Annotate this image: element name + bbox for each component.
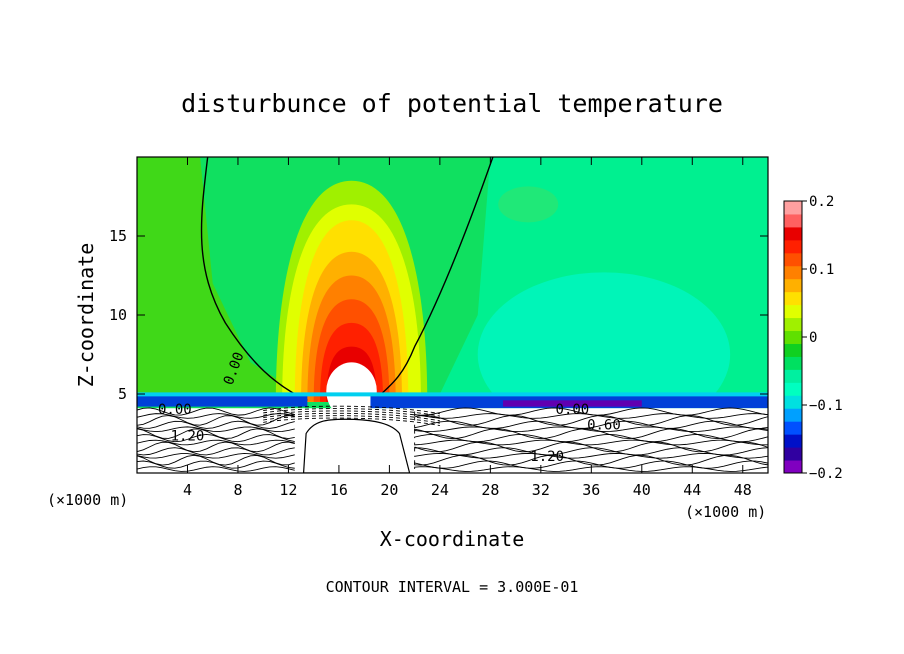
y-axis-label: Z-coordinate: [74, 243, 98, 388]
dashed-contour-1: [263, 415, 440, 424]
contour-label-3: 0.00: [556, 402, 590, 418]
contour-label-2: 1.20: [171, 429, 205, 445]
x-tick-label-8: 8: [233, 481, 242, 499]
lower-contour-right-3: [414, 452, 768, 459]
dashed-contour-4: [263, 408, 440, 417]
colorbar-tick-label-3: −0.1: [809, 398, 843, 414]
cool-patch-upper: [498, 186, 559, 223]
lower-contour-right-13: [414, 407, 768, 416]
x-tick-label-44: 44: [683, 481, 701, 499]
contour-label-5: 1.20: [530, 449, 564, 465]
left-warm-region: [137, 157, 302, 394]
colorbar-swatch-16: [784, 252, 802, 267]
x-tick-label-16: 16: [330, 481, 348, 499]
x-tick-label-36: 36: [582, 481, 600, 499]
x-unit-label-right: (×1000 m): [685, 503, 766, 521]
lower-contour-left-2: [137, 454, 295, 466]
y-tick-label-5: 5: [118, 385, 127, 403]
colorbar-swatch-13: [784, 291, 802, 306]
y-tick-label-15: 15: [109, 227, 127, 245]
colorbar: 0.2 0.1 0 −0.1 −0.2: [783, 194, 843, 482]
dashed-contour-5: [263, 405, 440, 415]
plume-core: [326, 362, 377, 420]
dashed-contour-2: [263, 412, 440, 422]
lower-contour-right-1: [414, 460, 768, 469]
colorbar-swatch-4: [784, 408, 802, 422]
lower-contour-right-10: [414, 420, 768, 429]
colorbar-swatch-9: [784, 343, 802, 357]
lower-contour-right-8: [414, 428, 768, 440]
lower-contour-right-5: [414, 441, 768, 453]
colorbar-swatch-19: [784, 213, 802, 228]
colorbar-tick-label-2: 0: [809, 330, 817, 346]
colorbar-swatch-14: [784, 278, 802, 293]
colorbar-swatch-15: [784, 265, 802, 280]
x-axis-label: X-coordinate: [380, 527, 525, 551]
lower-contour-left-13: [137, 407, 295, 416]
lower-contour-right-11: [414, 415, 768, 426]
contour-label-4: 0.60: [587, 418, 621, 434]
lower-contour-left-10: [137, 420, 295, 429]
x-tick-label-24: 24: [431, 481, 449, 499]
mountain-obstacle: [302, 418, 411, 473]
colorbar-swatch-1: [784, 447, 802, 461]
x-tick-label-40: 40: [633, 481, 651, 499]
x-tick-label-48: 48: [734, 481, 752, 499]
contour-interval-note: CONTOUR INTERVAL = 3.000E-01: [326, 578, 579, 596]
lower-contour-left-12: [137, 413, 295, 419]
x-tick-label-32: 32: [532, 481, 550, 499]
lower-contour-left-11: [137, 415, 295, 426]
contour-label-1: 0.00: [158, 402, 192, 418]
dashed-contour-0: [263, 417, 440, 427]
colorbar-swatch-0: [784, 460, 802, 474]
chart-title: disturbunce of potential temperature: [181, 89, 723, 118]
colorbar-swatch-12: [784, 304, 802, 319]
colorbar-tick-label-4: −0.2: [809, 466, 843, 482]
colorbar-swatch-8: [784, 356, 802, 370]
colorbar-swatch-5: [784, 395, 802, 409]
dashed-contour-3: [263, 410, 440, 419]
x-unit-label: (×1000 m): [47, 491, 128, 509]
lower-contour-right-7: [414, 434, 768, 443]
x-tick-label-4: 4: [183, 481, 192, 499]
lower-contour-left-6: [137, 439, 295, 446]
colorbar-swatch-17: [784, 239, 802, 254]
lower-contour-right-9: [414, 426, 768, 433]
colorbar-tick-label-1: 0.1: [809, 262, 834, 278]
lower-contour-left-9: [137, 426, 295, 433]
colorbar-swatch-20: [784, 201, 802, 215]
y-tick-label-10: 10: [109, 306, 127, 324]
colorbar-swatch-6: [784, 382, 802, 396]
colorbar-swatch-7: [784, 369, 802, 383]
lower-contour-right-0: [414, 466, 768, 472]
lower-contour-left-3: [137, 452, 295, 459]
lower-contour-left-5: [137, 441, 295, 453]
lower-contour-left-0: [137, 466, 295, 472]
x-tick-label-20: 20: [380, 481, 398, 499]
plot-area: 0.000.001.200.000.601.20: [137, 157, 768, 473]
colorbar-swatch-11: [784, 317, 802, 332]
lower-contour-left-1: [137, 460, 295, 469]
colorbar-tick-label-0: 0.2: [809, 194, 834, 210]
colorbar-swatch-18: [784, 226, 802, 241]
purple-cold-patch: [502, 400, 642, 407]
lower-contour-left-4: [137, 447, 295, 456]
colorbar-swatch-3: [784, 421, 802, 435]
zero-contour-line: [200, 157, 494, 401]
colorbar-swatch-10: [784, 330, 802, 344]
x-tick-label-12: 12: [279, 481, 297, 499]
lower-contour-left-8: [137, 428, 295, 440]
x-tick-label-28: 28: [481, 481, 499, 499]
lower-contour-right-4: [414, 447, 768, 456]
lower-contour-right-2: [414, 454, 768, 466]
cold-band-edge: [137, 392, 768, 397]
colorbar-swatch-2: [784, 434, 802, 448]
